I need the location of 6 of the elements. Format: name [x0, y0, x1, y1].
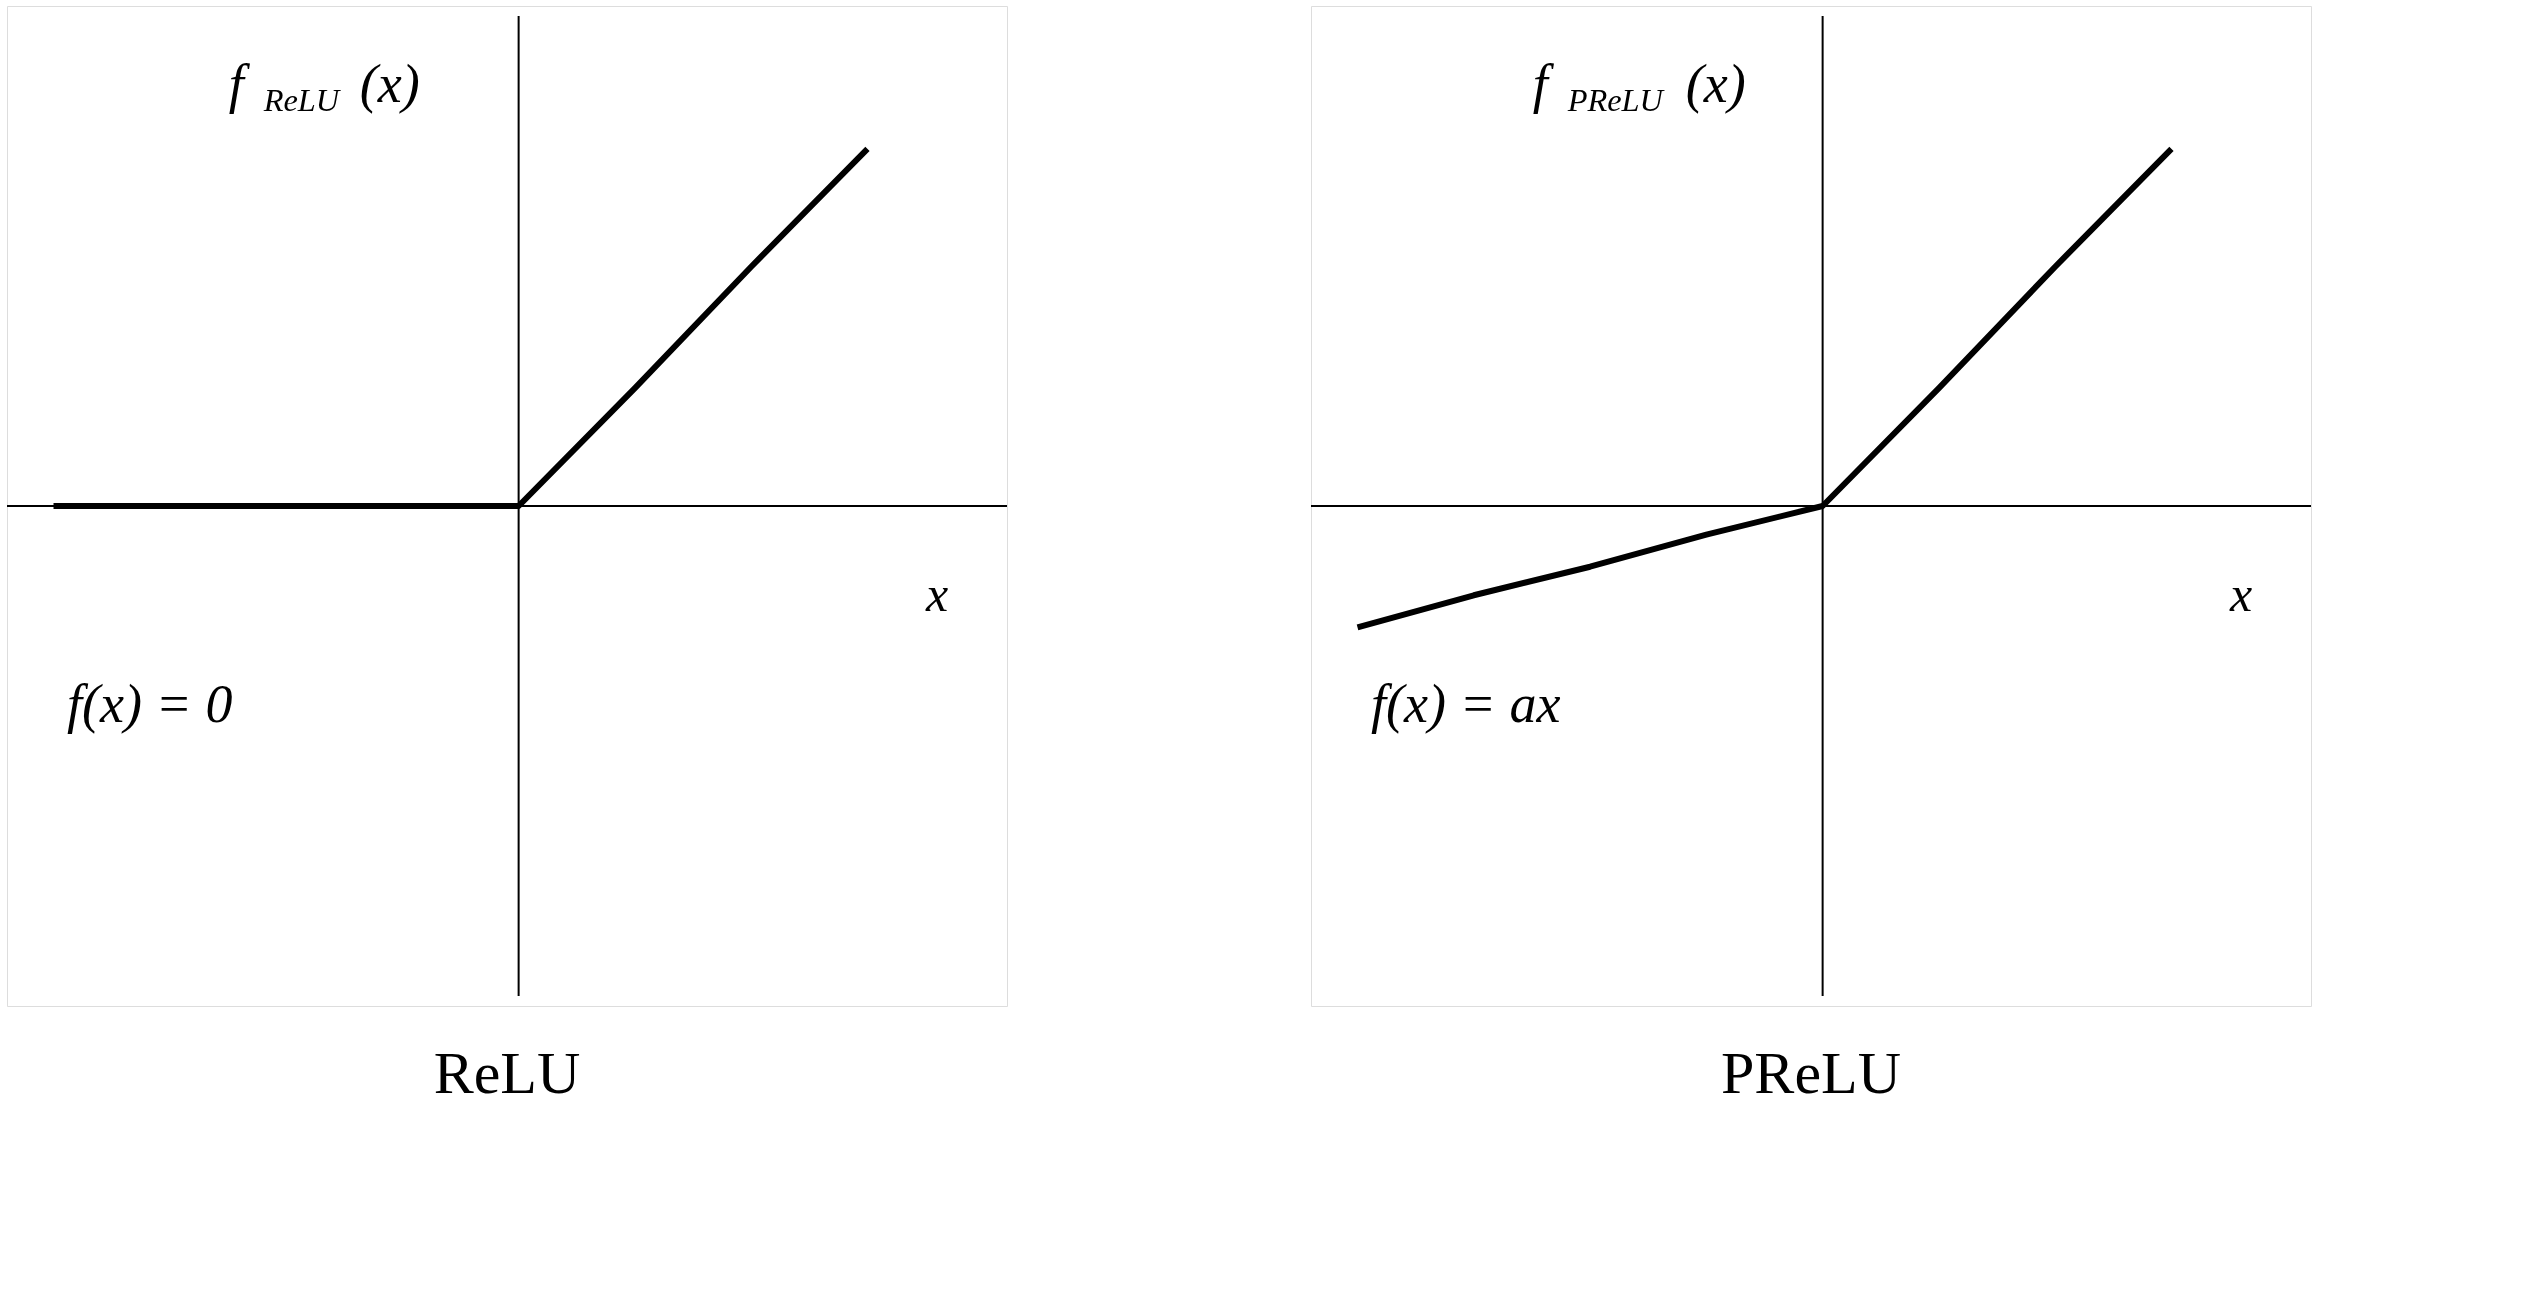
x-axis-title: x: [924, 566, 949, 622]
text: ReLU: [433, 1040, 581, 1106]
text: PReLU: [1721, 1040, 1901, 1106]
x-axis-title: x: [2228, 566, 2253, 622]
text: f(x) = 0: [67, 674, 233, 734]
text: f(x) = ax: [1371, 674, 1561, 734]
